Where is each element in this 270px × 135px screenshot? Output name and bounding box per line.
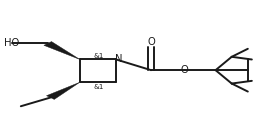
Text: O: O: [181, 65, 188, 75]
Text: N: N: [114, 54, 122, 64]
Text: HO: HO: [4, 38, 19, 48]
Text: &1: &1: [93, 53, 104, 59]
Text: O: O: [147, 37, 155, 47]
Polygon shape: [44, 42, 80, 60]
Text: &1: &1: [93, 84, 104, 90]
Polygon shape: [46, 82, 80, 99]
